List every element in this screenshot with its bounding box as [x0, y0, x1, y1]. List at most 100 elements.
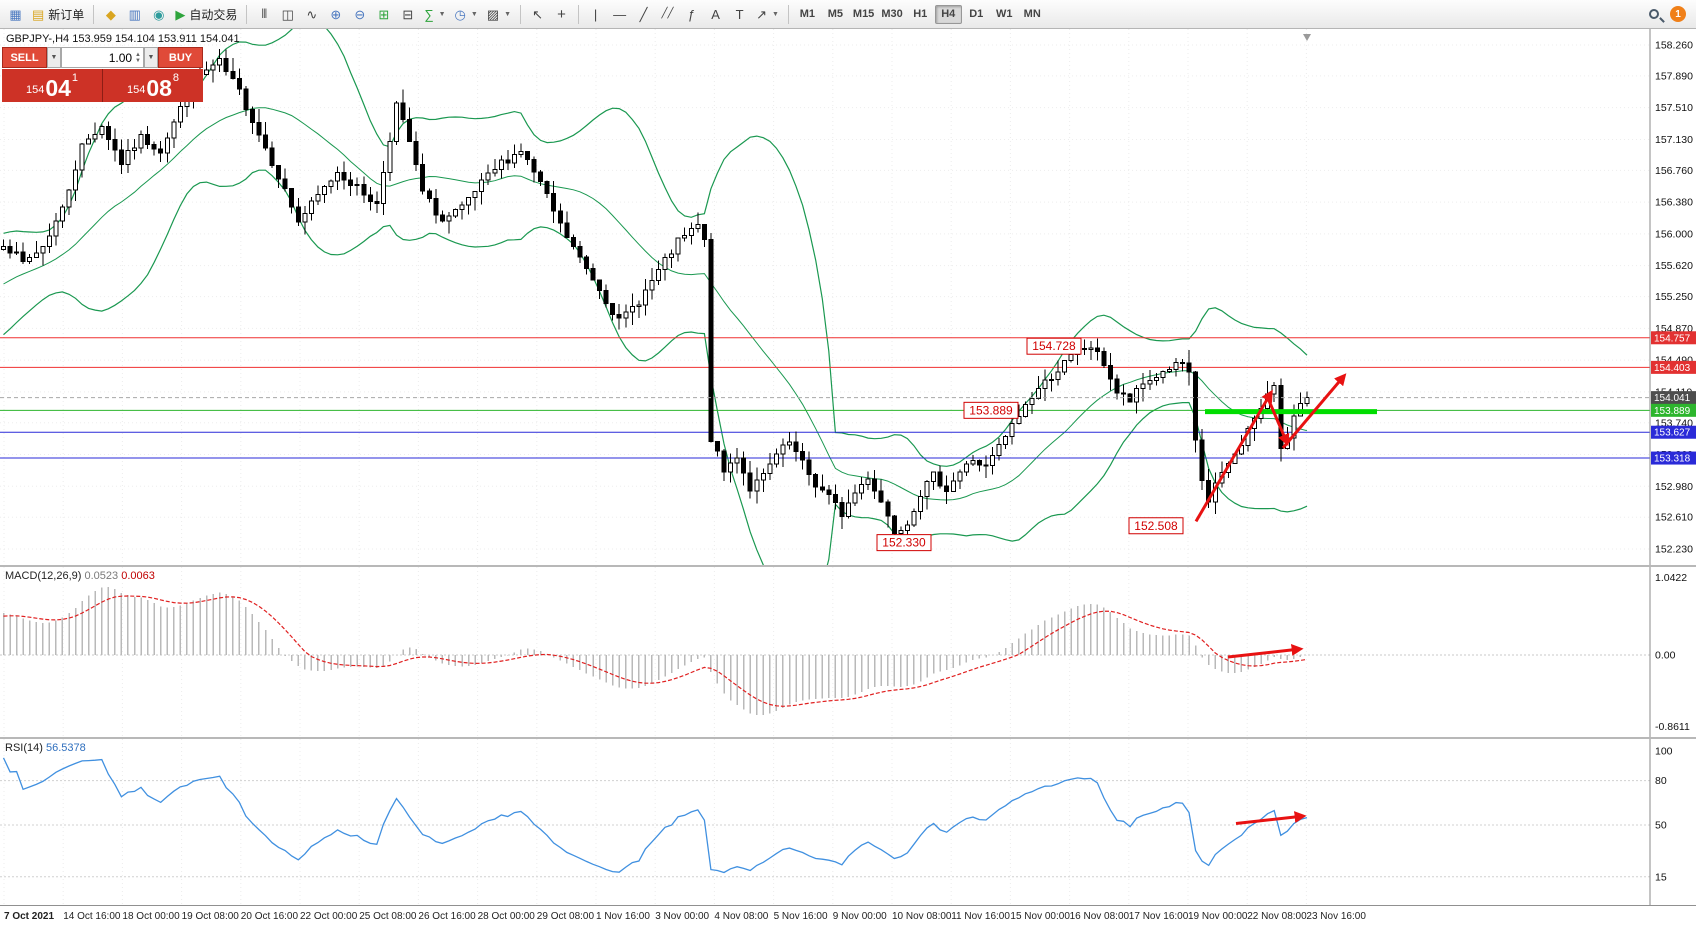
price-axis-label: 157.890 [1655, 70, 1693, 82]
buy-button[interactable]: BUY [158, 47, 203, 68]
timeframe-h4[interactable]: H4 [934, 4, 962, 24]
candle [695, 223, 701, 230]
candle [780, 444, 786, 455]
buy-options-caret[interactable]: ▼ [144, 47, 158, 68]
sell-options-caret[interactable]: ▼ [47, 47, 61, 68]
time-axis-label: 14 Oct 16:00 [63, 911, 121, 922]
vertical-line-icon[interactable]: | [584, 3, 607, 26]
rsi-line [2, 757, 1308, 874]
volume-input[interactable]: 1.00 ▲ ▼ [61, 47, 144, 68]
search-icon[interactable] [1642, 3, 1665, 26]
volume-up-icon[interactable]: ▲ [135, 51, 141, 58]
history-center-icon[interactable]: ◆ [99, 3, 122, 26]
candle [642, 289, 648, 306]
templates-icon[interactable]: ▨ ▼ [483, 3, 515, 26]
candle [911, 511, 917, 526]
cursor-icon[interactable]: ↖ [526, 3, 549, 26]
candle [944, 485, 950, 493]
candle [118, 149, 124, 166]
candle [105, 125, 111, 141]
text-icon[interactable]: A [704, 3, 727, 26]
buy-price[interactable]: 154 08 8 [103, 69, 203, 102]
timeframe-mn[interactable]: MN [1019, 5, 1046, 24]
timeframe-w1[interactable]: W1 [991, 5, 1018, 24]
fibonacci-icon[interactable]: ƒ [680, 3, 703, 26]
new-order-button[interactable]: ▤ 新订单 [28, 3, 88, 26]
periods-icon[interactable]: ◷ ▼ [451, 3, 482, 26]
rsi-pane[interactable]: 100 80 50 15 [0, 739, 1696, 905]
main-chart-canvas[interactable]: 154.728 153.889 152.508 152.330 158.260 157.8… [0, 29, 1696, 565]
help-icon[interactable]: ◉ [147, 3, 170, 26]
candle [852, 492, 858, 504]
line-chart-icon[interactable]: ∿ [300, 3, 323, 26]
sell-price[interactable]: 154 04 1 [2, 69, 103, 102]
candle [1029, 398, 1035, 406]
timeframe-m15[interactable]: M15 [850, 5, 877, 24]
volume-down-icon[interactable]: ▼ [135, 57, 141, 64]
trend-arrow[interactable] [1194, 389, 1273, 523]
candle [1068, 353, 1074, 362]
macd-signal-line [3, 595, 1308, 707]
candle [289, 187, 295, 208]
price-annotation[interactable]: 154.728 [1026, 337, 1082, 355]
timeframe-h1[interactable]: H1 [907, 5, 934, 24]
candle [950, 480, 956, 493]
candle [256, 121, 262, 136]
candle [112, 139, 118, 151]
macd-pane[interactable]: 1.0422 0.00 -0.8611 [0, 567, 1696, 737]
candle [525, 151, 530, 161]
candle [1291, 415, 1297, 439]
crosshair-icon[interactable]: + [550, 3, 573, 26]
indicators-icon[interactable]: ∑ ▼ [420, 3, 449, 26]
notification-badge[interactable]: 1 [1670, 6, 1686, 22]
candle [14, 251, 20, 254]
candle [335, 171, 341, 182]
price-annotation[interactable]: 152.508 [1128, 517, 1184, 535]
toolbar-separator [93, 4, 95, 24]
price-axis-label: 156.000 [1655, 228, 1693, 240]
tile-windows-icon[interactable]: ⊞ [372, 3, 395, 26]
arrows-tool-icon[interactable]: ↗ ▼ [752, 3, 783, 26]
trendline-icon[interactable]: ╱ [632, 3, 655, 26]
cascade-windows-icon[interactable]: ⊟ [396, 3, 419, 26]
macd-canvas[interactable]: 1.0422 0.00 -0.8611 [0, 567, 1696, 737]
price-annotation[interactable]: 153.889 [963, 401, 1019, 419]
text-label-icon[interactable]: T [728, 3, 751, 26]
time-axis[interactable]: 7 Oct 2021 14 Oct 16:00 18 Oct 00:00 19 Oct… [0, 905, 1696, 931]
rsi-axis-label: 100 [1655, 746, 1673, 758]
rsi-canvas[interactable]: 100 80 50 15 [0, 739, 1696, 905]
trend-arrow[interactable] [1265, 395, 1290, 447]
chart-window-icon[interactable]: ▦ [4, 3, 27, 26]
candle [813, 473, 819, 488]
candle [1153, 376, 1159, 382]
svg-text:153.627: 153.627 [1654, 428, 1691, 439]
candle [773, 453, 779, 465]
timeframe-d1[interactable]: D1 [963, 5, 990, 24]
candlestick-chart-icon[interactable]: ◫ [276, 3, 299, 26]
pane-splitter[interactable] [0, 565, 1696, 567]
candle [662, 257, 668, 271]
chart-shift-marker[interactable] [1303, 34, 1311, 41]
zoom-in-icon[interactable]: ⊕ [324, 3, 347, 26]
main-chart-pane[interactable]: 154.728 153.889 152.508 152.330 158.260 157.8… [0, 29, 1696, 565]
autotrading-button[interactable]: ▶ 自动交易 [171, 3, 241, 26]
macd-arrow[interactable] [1227, 643, 1304, 659]
horizontal-line-icon[interactable]: — [608, 3, 631, 26]
market-watch-icon[interactable]: ▥ [123, 3, 146, 26]
trend-arrow[interactable] [1281, 373, 1347, 449]
sell-button[interactable]: SELL [2, 47, 47, 68]
timeframe-m5[interactable]: M5 [822, 5, 849, 24]
rsi-arrow[interactable] [1235, 811, 1307, 826]
channel-icon[interactable]: ╱╱ [656, 3, 679, 26]
timeframe-m30[interactable]: M30 [878, 5, 905, 24]
price-annotation[interactable]: 152.330 [876, 534, 932, 552]
timeframe-m1[interactable]: M1 [794, 5, 821, 24]
svg-text:153.318: 153.318 [1654, 454, 1691, 465]
candle [472, 190, 478, 199]
pane-splitter[interactable] [0, 737, 1696, 739]
candle [1147, 380, 1153, 385]
candle [400, 102, 406, 121]
bar-chart-icon[interactable]: ||| [252, 3, 275, 26]
candle [498, 159, 504, 170]
zoom-out-icon[interactable]: ⊖ [348, 3, 371, 26]
